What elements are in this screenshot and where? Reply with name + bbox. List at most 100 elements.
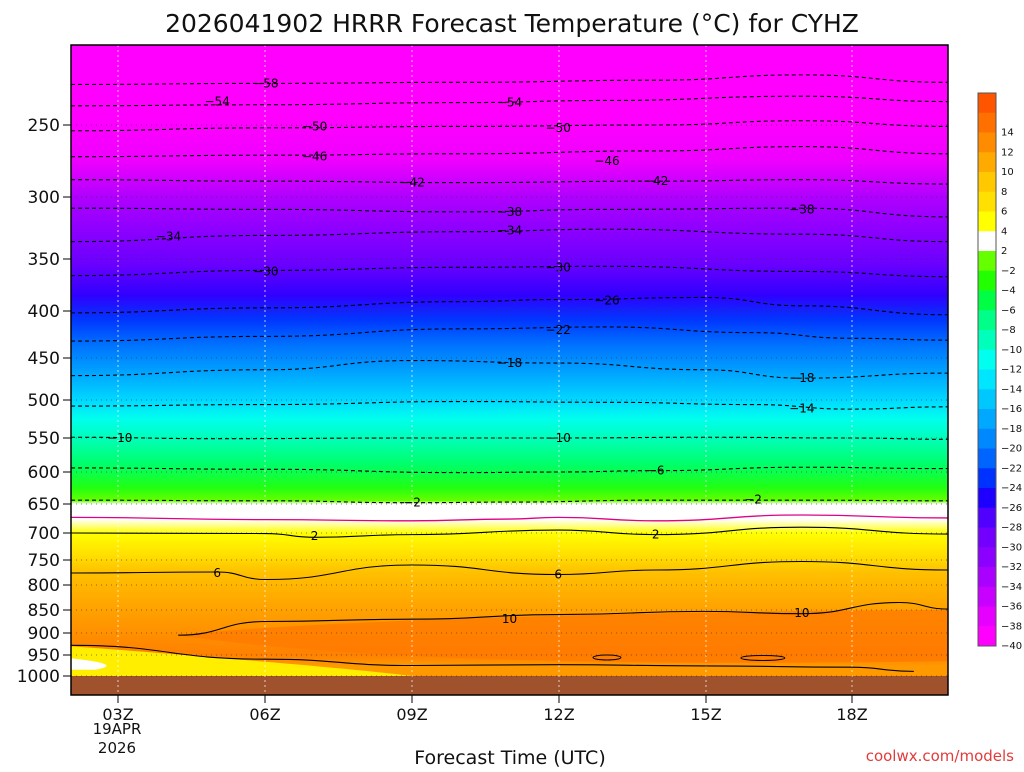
colorbar-label: −22 bbox=[1001, 463, 1022, 474]
colorbar-label: 10 bbox=[1001, 167, 1014, 178]
x-axis-title: Forecast Time (UTC) bbox=[414, 747, 605, 768]
contour-closed bbox=[740, 654, 786, 661]
colorbar-label: 8 bbox=[1001, 187, 1007, 198]
contour-label: −50 bbox=[302, 119, 327, 133]
axes: 250 300 350 400 450 500 550 600 650 700 750 800 850 9… bbox=[17, 116, 868, 724]
colorbar-label: −20 bbox=[1001, 444, 1022, 455]
contour-label: −30 bbox=[253, 264, 278, 278]
contour-line bbox=[71, 560, 948, 581]
y-tick-label: 800 bbox=[28, 576, 60, 596]
contour-label: −22 bbox=[546, 323, 571, 337]
colorbar-swatch bbox=[978, 152, 996, 173]
y-tick-label: 500 bbox=[28, 391, 60, 411]
colorbar-label: 14 bbox=[1001, 128, 1014, 139]
contour-label: −54 bbox=[205, 95, 230, 109]
y-tick-label: 900 bbox=[28, 624, 60, 644]
contour-line bbox=[71, 296, 948, 316]
colorbar-label: −38 bbox=[1001, 621, 1022, 632]
contour-label: 6 bbox=[213, 566, 221, 580]
colorbar-swatch bbox=[978, 547, 996, 568]
contour-label: −54 bbox=[497, 96, 522, 110]
colorbar-label: 12 bbox=[1001, 147, 1014, 158]
y-tick-label: 650 bbox=[28, 495, 60, 515]
colorbar-swatch bbox=[978, 626, 996, 647]
colorbar-label: 6 bbox=[1001, 207, 1007, 218]
contour-line bbox=[71, 644, 914, 672]
contour-line bbox=[71, 265, 948, 278]
contour-label: −2 bbox=[744, 493, 762, 507]
colorbar-swatch bbox=[978, 488, 996, 509]
colorbar-swatch bbox=[978, 211, 996, 232]
y-tick-label: 750 bbox=[28, 551, 60, 571]
contour-line bbox=[178, 601, 948, 636]
colorbar-swatch bbox=[978, 606, 996, 627]
colorbar-swatch bbox=[978, 369, 996, 390]
contour-label: −6 bbox=[647, 464, 665, 478]
contour-line bbox=[71, 146, 948, 158]
contour-label: 10 bbox=[794, 606, 809, 620]
colorbar-swatch bbox=[978, 507, 996, 528]
freezing-surface-patch bbox=[71, 658, 107, 670]
colorbar-label: −18 bbox=[1001, 424, 1022, 435]
y-tick-label: 250 bbox=[28, 116, 60, 136]
colorbar-swatch bbox=[978, 468, 996, 489]
colorbar: 14 12 10 8 6 4 2 −2 −4 −6 −8 −10 −12 −14 −16 −18 −20 −22 −… bbox=[977, 92, 1022, 652]
colorbar-swatch bbox=[978, 448, 996, 469]
contour-label: −10 bbox=[546, 431, 571, 445]
ground-layer bbox=[71, 676, 948, 695]
colorbar-label: −4 bbox=[1001, 286, 1016, 297]
colorbar-label: −14 bbox=[1001, 384, 1022, 395]
plot-frame bbox=[70, 44, 949, 696]
x-tick-label: 06Z bbox=[249, 705, 280, 724]
colorbar-swatch bbox=[978, 290, 996, 311]
contour-line bbox=[71, 228, 948, 243]
colorbar-swatch bbox=[978, 389, 996, 410]
x-tick-label: 03Z bbox=[102, 705, 133, 724]
contour-line bbox=[71, 359, 948, 379]
contour-line bbox=[71, 326, 948, 342]
y-tick-label: 350 bbox=[28, 250, 60, 270]
colorbar-label: 4 bbox=[1001, 226, 1007, 237]
contour-label: −30 bbox=[546, 260, 571, 274]
contour-line bbox=[71, 499, 948, 504]
x-tick-label: 12Z bbox=[543, 705, 574, 724]
contour-label: −42 bbox=[643, 174, 668, 188]
contour-label: −10 bbox=[107, 431, 132, 445]
colorbar-label: −10 bbox=[1001, 345, 1022, 356]
credit-text[interactable]: coolwx.com/models bbox=[866, 747, 1014, 765]
contour-line bbox=[71, 120, 948, 132]
contour-label: −2 bbox=[403, 496, 421, 510]
colorbar-label: −40 bbox=[1001, 641, 1022, 652]
colorbar-swatch bbox=[978, 310, 996, 331]
colorbar-swatch bbox=[978, 172, 996, 193]
colorbar-swatch bbox=[978, 409, 996, 430]
colorbar-label: −12 bbox=[1001, 365, 1022, 376]
colorbar-label: −32 bbox=[1001, 562, 1022, 573]
warm-layer bbox=[178, 610, 948, 663]
colorbar-label: −26 bbox=[1001, 503, 1022, 514]
contour-line bbox=[71, 526, 948, 538]
y-tick-label: 1000 bbox=[17, 667, 60, 687]
contour-label: −46 bbox=[302, 150, 327, 164]
y-tick-label: 300 bbox=[28, 188, 60, 208]
colorbar-swatch bbox=[978, 349, 996, 370]
contour-label: −38 bbox=[789, 202, 814, 216]
colorbar-swatch bbox=[978, 112, 996, 133]
y-tick-label: 550 bbox=[28, 429, 60, 449]
contour-line bbox=[71, 74, 948, 86]
y-tick-label: 450 bbox=[28, 349, 60, 369]
colorbar-label: −28 bbox=[1001, 523, 1022, 534]
colorbar-swatch bbox=[978, 330, 996, 351]
colorbar-swatch bbox=[978, 567, 996, 588]
y-tick-label: 700 bbox=[28, 524, 60, 544]
colorbar-label: −34 bbox=[1001, 582, 1022, 593]
date-label-day: 19APR bbox=[93, 720, 142, 738]
temperature-field bbox=[71, 45, 948, 695]
contour-label: 10 bbox=[502, 612, 517, 626]
contour-label: 6 bbox=[554, 568, 562, 582]
colorbar-label: −6 bbox=[1001, 305, 1016, 316]
contour-closed bbox=[592, 654, 622, 661]
contour-line bbox=[71, 466, 948, 474]
contour-label: −38 bbox=[497, 205, 522, 219]
